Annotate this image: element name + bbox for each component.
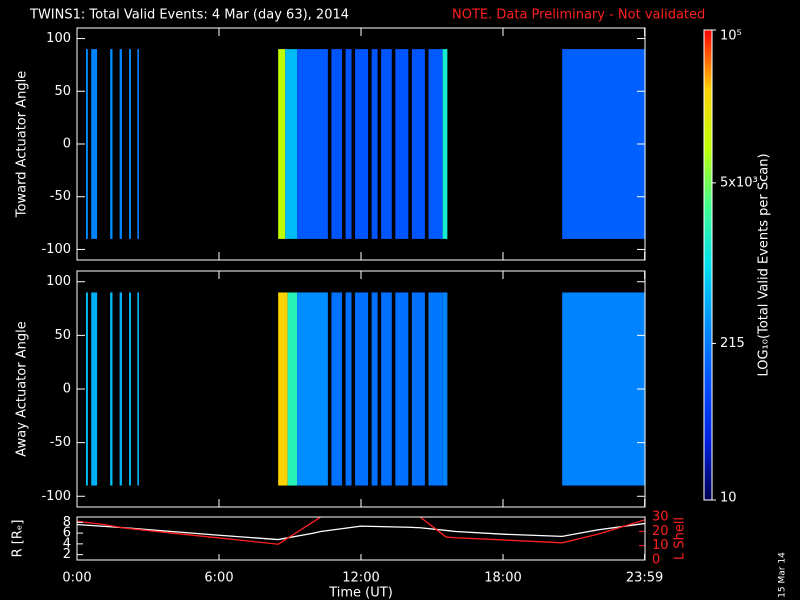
heatmap-column (562, 292, 645, 486)
colorbar-tick-label: 215 (720, 336, 745, 351)
heatmap-column (85, 292, 88, 486)
heatmap-column (331, 292, 343, 486)
heatmap-column (285, 49, 298, 239)
heatmap-column (85, 49, 88, 239)
panel-frame (76, 516, 646, 561)
heatmap-column (411, 292, 425, 486)
panel-frame (76, 27, 646, 261)
heatmap-column (355, 292, 369, 486)
heatmap-column (110, 49, 113, 239)
heatmap-column (137, 292, 140, 486)
heatmap-column (331, 49, 343, 239)
heatmap-column (428, 292, 443, 486)
colorbar (703, 29, 713, 501)
y2-tick-label: 0 (652, 553, 660, 568)
heatmap-column (278, 49, 286, 239)
plot-area (85, 292, 645, 486)
x-tick-label: 0:00 (62, 571, 91, 586)
x-tick-label: 18:00 (484, 571, 521, 586)
colorbar-label: LOG₁₀(Total Valid Events per Scan) (757, 153, 772, 376)
y-tick-label: -50 (50, 189, 71, 204)
note: NOTE. Data Preliminary - Not validated (452, 8, 705, 23)
heatmap-column (287, 292, 298, 486)
plot-area (77, 517, 645, 545)
y-axis-label: Toward Actuator Angle (15, 71, 30, 218)
heatmap-column (371, 49, 378, 239)
heatmap-column (442, 292, 448, 486)
y-tick-label: 6 (63, 526, 71, 541)
heatmap-column (562, 49, 645, 239)
y-axis-label: R [Rₑ] (11, 520, 26, 558)
x-tick-label: 23:59 (626, 571, 663, 586)
heatmap-column (278, 292, 288, 486)
colorbar-tick-label: 5x10³ (720, 175, 758, 190)
heatmap-column (442, 49, 448, 239)
x-axis-label: Time (UT) (328, 586, 393, 600)
colorbar-tick-label: 10⁵ (720, 29, 742, 44)
y2-tick-label: 30 (652, 510, 669, 525)
heatmap-column (110, 292, 113, 486)
heatmap-column (129, 292, 131, 486)
y2-axis-label: L Shell (673, 517, 688, 560)
date-stamp: 15 Mar 14 (778, 552, 788, 598)
x-tick-label: 6:00 (204, 571, 233, 586)
y2-tick-label: 20 (652, 524, 669, 539)
line-l-shell (77, 517, 645, 545)
heatmap-column (395, 292, 409, 486)
y-tick-label: -50 (50, 435, 71, 450)
heatmap-column (395, 49, 409, 239)
heatmap-column (371, 292, 378, 486)
y-tick-label: 2 (63, 547, 71, 562)
y-tick-label: 100 (46, 31, 71, 46)
y-tick-label: 8 (63, 515, 71, 530)
colorbar-tick-label: 10 (720, 491, 737, 506)
panel-frame (76, 270, 646, 508)
heatmap-column (119, 49, 122, 239)
heatmap-column (129, 49, 131, 239)
y-tick-label: -100 (41, 242, 71, 257)
y-tick-label: 50 (54, 84, 71, 99)
heatmap-column (355, 49, 369, 239)
plot-area (85, 49, 645, 239)
y-tick-label: 50 (54, 328, 71, 343)
heatmap-column (345, 49, 352, 239)
heatmap-column (381, 292, 392, 486)
y-tick-label: 100 (46, 274, 71, 289)
heatmap-column (411, 49, 425, 239)
y2-tick-label: 10 (652, 538, 669, 553)
y-tick-label: -100 (41, 489, 71, 504)
x-tick-label: 12:00 (342, 571, 379, 586)
heatmap-column (297, 49, 328, 239)
heatmap-column (91, 49, 98, 239)
heatmap-column (345, 292, 352, 486)
heatmap-column (428, 49, 443, 239)
heatmap-column (137, 49, 140, 239)
line-r (77, 522, 645, 541)
heatmap-column (297, 292, 328, 486)
heatmap-column (381, 49, 392, 239)
heatmap-column (91, 292, 98, 486)
title: TWINS1: Total Valid Events: 4 Mar (day 6… (29, 8, 349, 23)
y-tick-label: 0 (63, 382, 71, 397)
y-tick-label: 4 (63, 536, 71, 551)
heatmap-column (119, 292, 122, 486)
y-axis-label: Away Actuator Angle (15, 321, 30, 456)
y-tick-label: 0 (63, 137, 71, 152)
